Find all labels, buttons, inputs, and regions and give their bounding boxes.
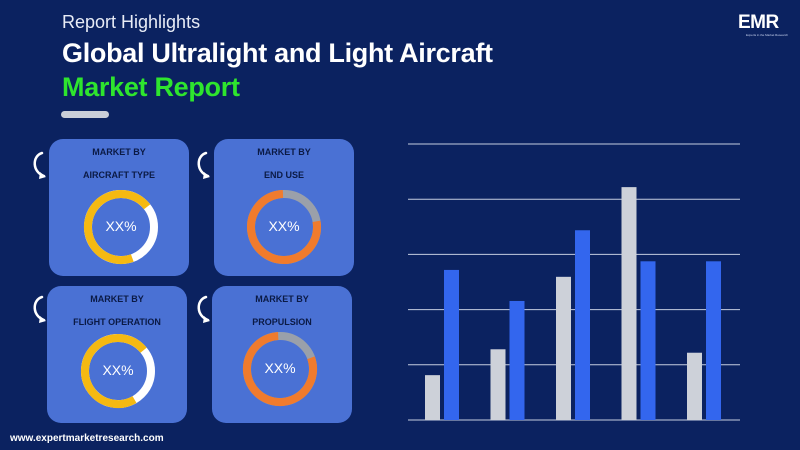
donut-value: XX% — [102, 362, 134, 378]
card-title: MARKET BY END USE — [214, 145, 354, 183]
card-aircraft-type: MARKET BY AIRCRAFT TYPE XX% — [49, 139, 189, 276]
bar-series2-group4 — [640, 261, 656, 420]
bar-series2-group3 — [575, 230, 590, 420]
footer-url: www.expertmarketresearch.com — [10, 433, 164, 444]
donut-chart — [81, 334, 155, 408]
bar-series1-group1 — [425, 375, 440, 420]
card-title-line2: END USE — [263, 170, 304, 180]
bar-series1-group3 — [556, 276, 571, 420]
curved-arrow-icon — [33, 151, 46, 179]
card-title-line2: PROPULSION — [252, 317, 312, 327]
page-title: Global Ultralight and Light Aircraft — [62, 38, 493, 68]
curved-arrow-icon — [197, 295, 210, 323]
curved-arrow-icon — [197, 151, 210, 179]
card-title-line1: MARKET BY — [92, 147, 146, 157]
bar-series2-group1 — [444, 269, 459, 420]
emr-logo: EMR Experts in the Market Research — [738, 12, 790, 38]
bar-chart — [408, 143, 740, 421]
curved-arrow-icon — [33, 295, 46, 323]
donut-chart — [84, 190, 158, 264]
donut-value: XX% — [105, 218, 137, 234]
bar-series2-group5 — [706, 261, 721, 420]
card-title: MARKET BY AIRCRAFT TYPE — [49, 145, 189, 183]
card-title: MARKET BY FLIGHT OPERATION — [47, 292, 187, 330]
bar-series1-group2 — [490, 349, 506, 420]
card-flight-operation: MARKET BY FLIGHT OPERATION XX% — [47, 286, 187, 423]
card-title-line2: AIRCRAFT TYPE — [83, 170, 155, 180]
card-end-use: MARKET BY END USE XX% — [214, 139, 354, 276]
logo-text: EMR — [738, 12, 779, 33]
card-propulsion: MARKET BY PROPULSION XX% — [212, 286, 352, 423]
report-highlights-label: Report Highlights — [62, 12, 201, 32]
logo-tagline: Experts in the Market Research — [746, 33, 789, 37]
donut-value: XX% — [268, 218, 300, 234]
card-title-line1: MARKET BY — [90, 294, 144, 304]
bar-series1-group5 — [687, 352, 702, 420]
card-title-line1: MARKET BY — [255, 294, 309, 304]
page-subtitle: Market Report — [62, 72, 240, 102]
card-title: MARKET BY PROPULSION — [212, 292, 352, 330]
bar-series2-group2 — [509, 300, 525, 420]
card-title-line1: MARKET BY — [257, 147, 311, 157]
donut-chart — [243, 332, 317, 406]
bar-series1-group4 — [621, 187, 637, 420]
donut-value: XX% — [264, 360, 296, 376]
card-title-line2: FLIGHT OPERATION — [73, 317, 161, 327]
decorative-pill — [61, 111, 109, 118]
donut-chart — [247, 190, 321, 264]
